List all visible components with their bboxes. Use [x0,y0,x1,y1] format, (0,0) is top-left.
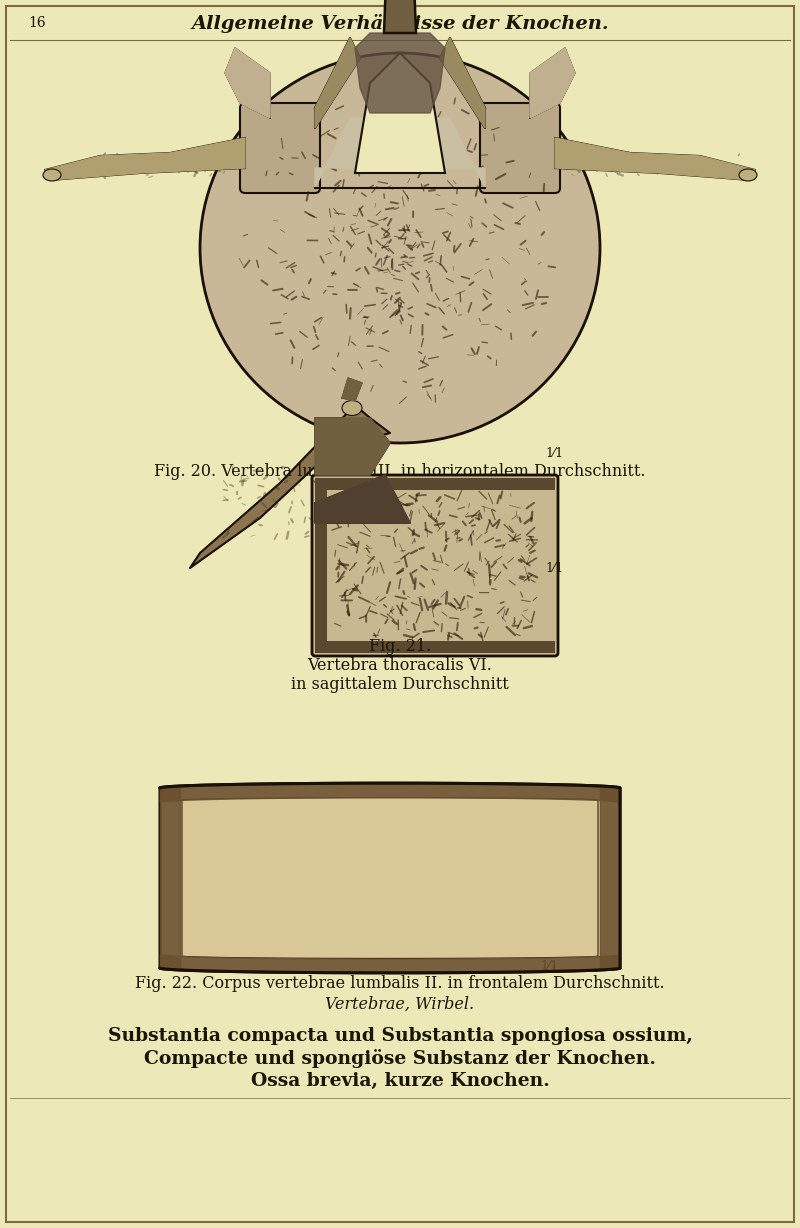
Polygon shape [355,33,445,113]
Bar [315,641,555,653]
Text: 1⁄1: 1⁄1 [540,959,558,973]
Ellipse shape [739,169,757,181]
Polygon shape [555,138,755,181]
FancyBboxPatch shape [480,103,560,193]
Text: 1⁄1: 1⁄1 [545,447,563,459]
Polygon shape [45,138,245,181]
Polygon shape [315,118,485,188]
Ellipse shape [200,53,600,443]
Ellipse shape [342,400,362,415]
Text: Vertebra thoracalis VI.: Vertebra thoracalis VI. [307,657,493,673]
Polygon shape [160,783,620,973]
Polygon shape [315,418,390,475]
Polygon shape [600,788,620,968]
Text: Substantia compacta und Substantia spongiosa ossium,: Substantia compacta und Substantia spong… [107,1027,693,1045]
Polygon shape [190,405,390,569]
Text: in sagittalem Durchschnitt: in sagittalem Durchschnitt [291,675,509,693]
FancyBboxPatch shape [240,103,320,193]
Text: Fig. 20. Vertebra lumbalis III. in horizontalem Durchschnitt.: Fig. 20. Vertebra lumbalis III. in horiz… [154,463,646,479]
Bar [315,478,555,490]
Text: Fig. 22. Corpus vertebrae lumbalis II. in frontalem Durchschnitt.: Fig. 22. Corpus vertebrae lumbalis II. i… [135,975,665,991]
Polygon shape [440,38,485,128]
Text: Allgemeine Verhältnisse der Knochen.: Allgemeine Verhältnisse der Knochen. [191,14,609,32]
Polygon shape [530,48,575,118]
Polygon shape [182,798,598,958]
Text: Fig. 21.: Fig. 21. [369,637,431,655]
Text: 1⁄1: 1⁄1 [545,561,563,575]
Polygon shape [342,378,362,402]
Text: Vertebrae, Wirbel.: Vertebrae, Wirbel. [326,996,474,1013]
FancyBboxPatch shape [312,475,558,656]
Polygon shape [355,53,445,173]
Polygon shape [225,48,270,118]
Polygon shape [315,475,410,523]
Ellipse shape [43,169,61,181]
Polygon shape [160,788,180,968]
Polygon shape [384,0,416,33]
Bar [315,478,327,653]
Polygon shape [315,38,360,128]
Text: Compacte und spongiöse Substanz der Knochen.: Compacte und spongiöse Substanz der Knoc… [144,1050,656,1068]
Text: 16: 16 [28,16,46,29]
Text: Ossa brevia, kurze Knochen.: Ossa brevia, kurze Knochen. [250,1072,550,1090]
